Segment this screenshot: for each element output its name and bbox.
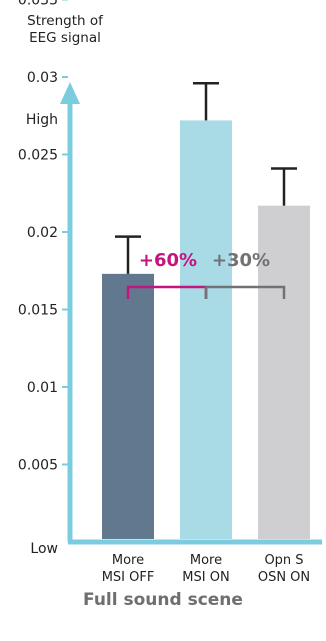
bar (258, 205, 310, 539)
y-tick-label: 0.03 (27, 70, 58, 86)
bar (102, 273, 154, 539)
y-tick-label: 0.015 (18, 303, 58, 319)
y-tick-label: 0.025 (18, 148, 58, 164)
category-label-line1: More (190, 553, 222, 568)
y-axis-title: Strength of EEG signal (10, 13, 120, 47)
category-label-line1: More (112, 553, 144, 568)
y-tick-label: 0.035 (18, 0, 58, 9)
y-tick-label: 0.005 (18, 458, 58, 474)
comparison-bracket (204, 285, 286, 299)
y-tick-label: 0.01 (27, 380, 58, 396)
comparison-percent-label: +30% (212, 250, 270, 271)
category-label-line2: MSI ON (182, 570, 229, 585)
bar (180, 120, 232, 540)
y-axis-arrow (60, 82, 80, 104)
category-label-line2: OSN ON (258, 570, 310, 585)
comparison-percent-label: +60% (139, 250, 197, 271)
y-axis-title-line1: Strength of (27, 13, 103, 29)
category-label-line1: Opn S (264, 553, 303, 568)
y-low-label: Low (30, 541, 58, 557)
y-high-label: High (26, 112, 58, 128)
y-tick-label: 0.02 (27, 225, 58, 241)
y-axis-title-line2: EEG signal (29, 30, 101, 46)
chart-caption: Full sound scene (83, 590, 243, 610)
category-label-line2: MSI OFF (102, 570, 155, 585)
